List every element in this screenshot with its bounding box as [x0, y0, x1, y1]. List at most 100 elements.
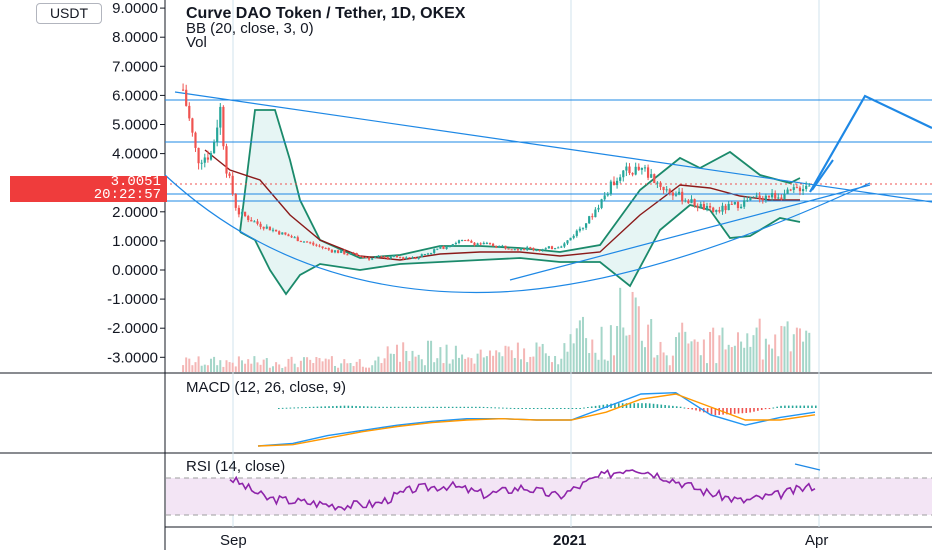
candle-body [584, 223, 588, 228]
macd-histogram-bar [760, 408, 763, 411]
currency-tag[interactable]: USDT [36, 3, 102, 24]
candle-body [578, 228, 581, 231]
candle-body [389, 256, 392, 259]
candle-body [513, 249, 516, 251]
candle-body [336, 250, 340, 253]
volume-bar [197, 356, 200, 372]
volume-group [182, 287, 811, 372]
candle-body [464, 240, 467, 242]
candle-body [271, 229, 275, 231]
macd-histogram-bar [637, 403, 639, 408]
macd-histogram-bar [328, 406, 330, 408]
volume-bar [532, 356, 535, 372]
volume-bar [504, 345, 507, 372]
macd-histogram-bar [560, 408, 562, 409]
candle-body [315, 244, 318, 246]
candle-body [606, 193, 609, 196]
candle-body [185, 89, 188, 106]
candle-body [302, 241, 306, 243]
macd-histogram-bar [749, 408, 751, 413]
volume-bar [736, 332, 739, 372]
volume-bar [727, 344, 730, 372]
macd-histogram-bar [594, 405, 597, 408]
macd-histogram-bar [563, 408, 566, 409]
volume-bar [442, 363, 445, 372]
candle-body [699, 204, 702, 208]
volume-bar [550, 362, 553, 372]
volume-bar [312, 363, 315, 372]
macd-histogram-bar [355, 405, 357, 408]
candle-body [352, 252, 355, 254]
macd-histogram-bar [633, 403, 636, 408]
macd-histogram-bar [417, 406, 419, 408]
candle-body [371, 258, 374, 260]
candle-body [318, 245, 321, 247]
candle-body [557, 247, 560, 249]
x-tick-2021: 2021 [553, 532, 586, 549]
volume-bar [777, 356, 780, 372]
volume-bar [510, 350, 513, 372]
candle-body [544, 248, 547, 250]
macd-histogram-bar [393, 406, 396, 408]
volume-bar [234, 366, 237, 372]
candle-body [383, 256, 386, 258]
volume-bar [290, 356, 293, 372]
volume-bar [225, 360, 228, 372]
volume-bar [231, 362, 234, 372]
volume-bar [544, 353, 547, 372]
volume-bar [612, 355, 615, 372]
volume-bar [557, 364, 560, 372]
macd-histogram-bar [768, 408, 771, 409]
macd-histogram-bar [459, 406, 462, 408]
macd-histogram-bar [281, 407, 284, 409]
candle-body [758, 195, 761, 200]
candle-body [637, 166, 640, 170]
y-tick-label: -3.0000 [107, 349, 158, 366]
volume-bar [690, 341, 693, 372]
macd-histogram-bar [811, 405, 813, 408]
candle-body [312, 242, 315, 245]
volume-bar [783, 326, 786, 372]
macd-histogram-bar [791, 405, 794, 408]
macd-histogram-bar [285, 407, 288, 409]
macd-histogram-bar [745, 408, 748, 413]
volume-bar [699, 355, 702, 372]
candle-body [491, 243, 495, 247]
volume-bar [349, 362, 352, 372]
y-tick-label: 6.0000 [112, 87, 158, 104]
volume-bar [330, 356, 333, 372]
volume-bar [761, 359, 764, 372]
volume-bar [659, 341, 662, 372]
y-tick-label: 7.0000 [112, 58, 158, 75]
macd-histogram-bar [444, 406, 446, 408]
macd-histogram-bar [587, 406, 589, 408]
last-price-badge: 3.0051 20:22:57 [10, 175, 167, 202]
macd-histogram-bar [374, 406, 377, 408]
volume-bar [467, 357, 470, 372]
candle-body [364, 256, 368, 258]
volume-bar [318, 358, 321, 372]
candle-body [327, 248, 330, 250]
volume-bar [634, 297, 637, 372]
candle-body [262, 226, 265, 229]
volume-bar [780, 325, 783, 372]
macd-histogram-bar [679, 406, 682, 408]
candles-group [181, 83, 811, 261]
y-tick-label: 9.0000 [112, 0, 158, 17]
volume-bar [188, 358, 191, 372]
volume-bar [569, 334, 572, 372]
volume-bar [650, 319, 653, 372]
volume-bar [445, 344, 448, 372]
candle-body [681, 191, 684, 202]
macd-histogram-bar [471, 406, 473, 408]
candle-body [588, 216, 591, 224]
candle-body [743, 200, 746, 207]
volume-bar [647, 324, 650, 372]
macd-histogram-bar [440, 406, 442, 408]
macd-histogram-bar [536, 408, 539, 409]
candle-body [656, 182, 659, 184]
macd-histogram-bar [753, 408, 755, 412]
volume-bar [352, 366, 355, 372]
volume-bar [321, 361, 324, 372]
candle-body [346, 254, 349, 256]
